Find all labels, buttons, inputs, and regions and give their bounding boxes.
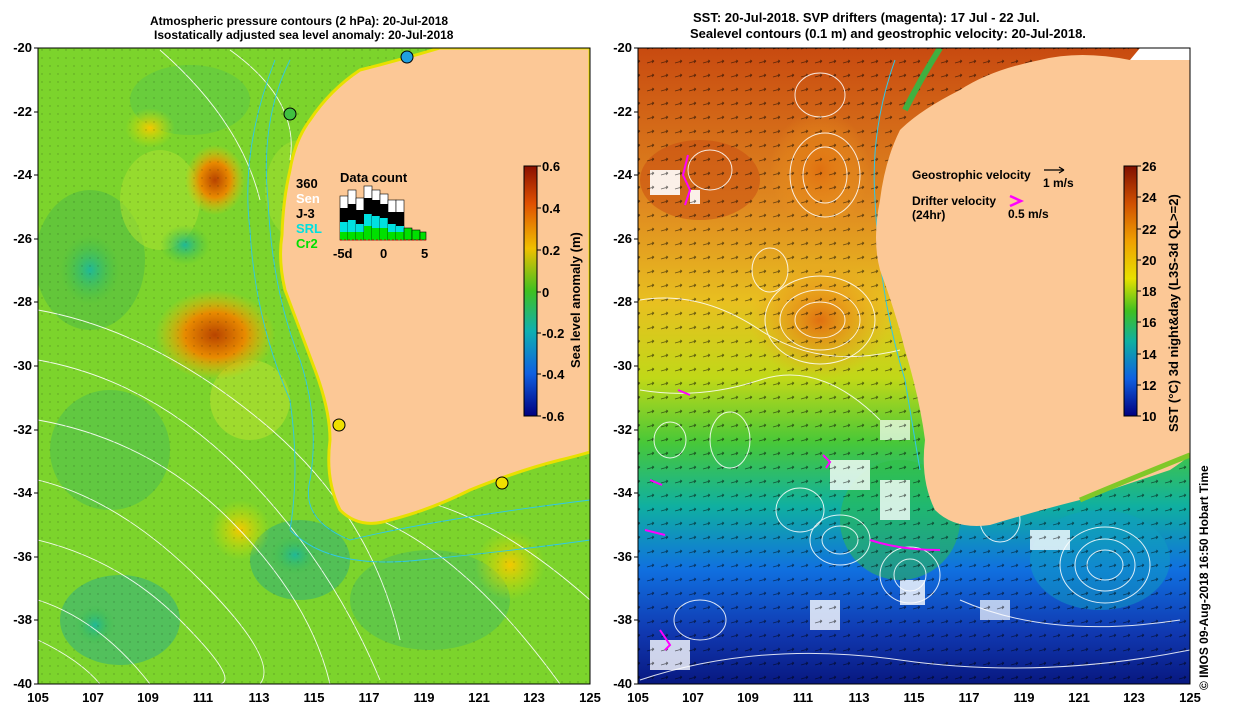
right-y-tick: -22 — [613, 104, 632, 119]
sst-colorbar — [1123, 165, 1138, 417]
right-x-tick: 125 — [1179, 690, 1201, 705]
right-y-tick: -38 — [613, 612, 632, 627]
left-x-tick: 107 — [82, 690, 104, 705]
right-x-tick: 107 — [682, 690, 704, 705]
sst-tick: 20 — [1142, 253, 1157, 268]
drifter-label-2: (24hr) — [912, 208, 946, 222]
left-x-tick: 117 — [358, 690, 380, 705]
left-y-tick: -36 — [13, 549, 32, 564]
left-map-body — [38, 48, 590, 684]
left-y-tick: -38 — [13, 612, 32, 627]
left-x-tick: 105 — [27, 690, 49, 705]
drifter-arrow-icon — [1009, 194, 1025, 208]
right-x-tick: 117 — [958, 690, 980, 705]
right-x-tick: 121 — [1068, 690, 1090, 705]
geostrophic-label: Geostrophic velocity — [912, 168, 1031, 182]
right-x-tick: 111 — [792, 690, 814, 705]
right-x-tick: 115 — [903, 690, 925, 705]
drifter-tracks — [644, 154, 941, 651]
right-x-tick: 113 — [848, 690, 870, 705]
sla-colorbar — [523, 165, 538, 417]
left-x-tick: 121 — [468, 690, 490, 705]
right-x-tick: 109 — [737, 690, 759, 705]
left-y-tick: -20 — [13, 40, 32, 55]
imos-footer: © IMOS 09-Aug-2018 16:50 Hobart Time — [1197, 465, 1211, 690]
right-map-body — [638, 48, 1190, 684]
geostrophic-arrow-icon — [1044, 166, 1065, 174]
data-count-x-tick: -5d — [333, 246, 353, 261]
sst-tick: 24 — [1142, 190, 1157, 205]
sst-tick: 16 — [1142, 315, 1157, 330]
sla-tick: 0 — [542, 285, 550, 300]
right-y-tick: -20 — [613, 40, 632, 55]
legend-360: 360 — [296, 176, 318, 191]
right-title-line1: SST: 20-Jul-2018. SVP drifters (magenta)… — [693, 10, 1040, 25]
sst-tick: 14 — [1142, 347, 1157, 362]
sst-colorbar-label: SST (°C) 3d night&day (L3S-3d QL>=2) — [1166, 194, 1181, 432]
legend-cr2: Cr2 — [296, 236, 318, 251]
sla-colorbar-label: Sea level anomaly (m) — [568, 232, 583, 368]
left-title-line2: Isostatically adjusted sea level anomaly… — [154, 28, 454, 42]
left-y-tick: -28 — [13, 294, 32, 309]
left-x-tick: 115 — [303, 690, 325, 705]
legend-sen: Sen — [296, 191, 320, 206]
right-y-tick: -28 — [613, 294, 632, 309]
left-y-tick: -32 — [13, 422, 32, 437]
geostrophic-unit: 1 m/s — [1043, 176, 1074, 190]
left-y-tick: -30 — [13, 358, 32, 373]
left-y-tick: -22 — [13, 104, 32, 119]
data-count-x-tick: 5 — [421, 246, 429, 261]
sst-tick: 12 — [1142, 378, 1157, 393]
sla-tick: -0.2 — [542, 326, 565, 341]
data-count-x-tick: 0 — [380, 246, 388, 261]
left-y-tick: -24 — [13, 167, 32, 182]
left-x-tick: 109 — [137, 690, 159, 705]
left-y-tick: -34 — [13, 485, 32, 500]
data-count-bars — [339, 185, 427, 241]
sst-tick: 22 — [1142, 222, 1157, 237]
legend-srl: SRL — [296, 221, 322, 236]
right-y-tick: -34 — [613, 485, 632, 500]
sst-tick: 18 — [1142, 284, 1157, 299]
right-y-tick: -32 — [613, 422, 632, 437]
right-y-tick: -36 — [613, 549, 632, 564]
left-y-tick: -26 — [13, 231, 32, 246]
sla-tick: -0.4 — [542, 367, 565, 382]
drifter-unit: 0.5 m/s — [1008, 207, 1049, 221]
sla-tick: -0.6 — [542, 409, 565, 424]
data-count-legend: 360 Sen J-3 SRL Cr2 — [296, 176, 322, 251]
left-title-line1: Atmospheric pressure contours (2 hPa): 2… — [150, 14, 449, 28]
right-title-line2: Sealevel contours (0.1 m) and geostrophi… — [690, 26, 1086, 41]
sla-tick: 0.4 — [542, 201, 561, 216]
right-y-tick: -40 — [613, 676, 632, 691]
right-y-tick: -26 — [613, 231, 632, 246]
sla-tick: 0.6 — [542, 159, 561, 174]
left-x-tick: 111 — [192, 690, 214, 705]
data-count-title: Data count — [340, 170, 408, 185]
left-y-tick: -40 — [13, 676, 32, 691]
land-australia-right — [876, 55, 1190, 526]
right-y-tick: -30 — [613, 358, 632, 373]
sla-tick: 0.2 — [542, 243, 561, 258]
right-y-tick: -24 — [613, 167, 632, 182]
left-x-tick: 125 — [579, 690, 601, 705]
sst-tick: 26 — [1142, 159, 1157, 174]
right-x-tick: 123 — [1123, 690, 1145, 705]
data-count-inset — [339, 185, 427, 241]
sst-tick: 10 — [1142, 409, 1157, 424]
right-x-tick: 119 — [1013, 690, 1035, 705]
legend-j3: J-3 — [296, 206, 315, 221]
land-australia-left — [279, 48, 590, 525]
left-x-tick: 119 — [413, 690, 435, 705]
drifter-label: Drifter velocity — [912, 194, 997, 208]
left-x-tick: 113 — [248, 690, 270, 705]
right-x-tick: 105 — [627, 690, 649, 705]
left-x-tick: 123 — [523, 690, 545, 705]
